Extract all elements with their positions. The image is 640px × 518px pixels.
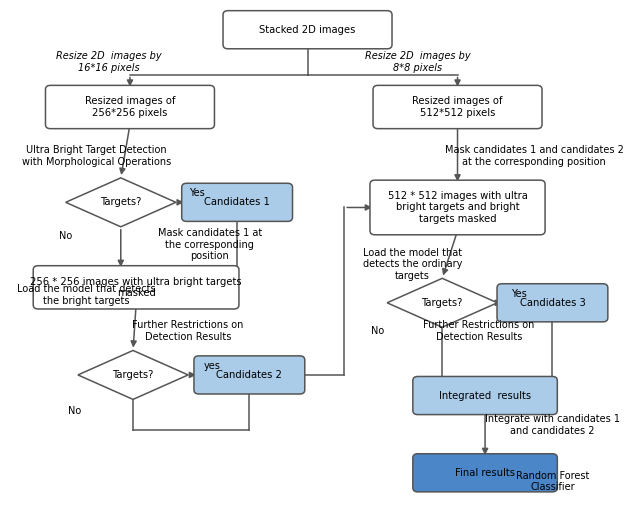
Text: yes: yes	[204, 362, 220, 371]
Text: No: No	[58, 231, 72, 241]
Text: Targets?: Targets?	[100, 197, 141, 207]
Text: Resize 2D  images by
8*8 pixels: Resize 2D images by 8*8 pixels	[365, 51, 470, 73]
Text: No: No	[68, 406, 81, 416]
FancyBboxPatch shape	[373, 85, 542, 128]
Text: Stacked 2D images: Stacked 2D images	[259, 25, 356, 35]
FancyBboxPatch shape	[45, 85, 214, 128]
Text: Ultra Bright Target Detection
with Morphological Operations: Ultra Bright Target Detection with Morph…	[22, 145, 171, 167]
Text: 512 * 512 images with ultra
bright targets and bright
targets masked: 512 * 512 images with ultra bright targe…	[388, 191, 527, 224]
Text: Yes: Yes	[511, 289, 527, 299]
Text: Mask candidates 1 and candidates 2
at the corresponding position: Mask candidates 1 and candidates 2 at th…	[445, 145, 623, 167]
Text: Candidates 3: Candidates 3	[520, 298, 586, 308]
Text: No: No	[371, 326, 384, 336]
Text: Resized images of
512*512 pixels: Resized images of 512*512 pixels	[412, 96, 503, 118]
Text: Candidates 2: Candidates 2	[216, 370, 282, 380]
Text: Targets?: Targets?	[422, 298, 463, 308]
Polygon shape	[387, 278, 497, 327]
FancyBboxPatch shape	[182, 183, 292, 221]
FancyBboxPatch shape	[33, 266, 239, 309]
Text: Candidates 1: Candidates 1	[204, 197, 270, 207]
FancyBboxPatch shape	[370, 180, 545, 235]
Polygon shape	[78, 351, 188, 399]
Text: Mask candidates 1 at
the corresponding
position: Mask candidates 1 at the corresponding p…	[157, 228, 262, 261]
FancyBboxPatch shape	[413, 377, 557, 414]
Text: Resized images of
256*256 pixels: Resized images of 256*256 pixels	[84, 96, 175, 118]
Text: Final results: Final results	[455, 468, 515, 478]
Text: Load the model that
detects the ordinary
targets: Load the model that detects the ordinary…	[363, 248, 462, 281]
Text: 256 * 256 images with ultra bright targets
masked: 256 * 256 images with ultra bright targe…	[30, 277, 242, 298]
Text: Yes: Yes	[189, 188, 205, 198]
Text: Further Restrictions on
Detection Results: Further Restrictions on Detection Result…	[423, 320, 534, 342]
Text: Random Forest
Classifier: Random Forest Classifier	[516, 471, 589, 493]
FancyBboxPatch shape	[223, 11, 392, 49]
FancyBboxPatch shape	[194, 356, 305, 394]
Text: Resize 2D  images by
16*16 pixels: Resize 2D images by 16*16 pixels	[56, 51, 161, 73]
Polygon shape	[66, 178, 176, 227]
FancyBboxPatch shape	[413, 454, 557, 492]
Text: Load the model that detects
the bright targets: Load the model that detects the bright t…	[17, 284, 156, 306]
Text: Further Restrictions on
Detection Results: Further Restrictions on Detection Result…	[132, 320, 244, 342]
Text: Integrate with candidates 1
and candidates 2: Integrate with candidates 1 and candidat…	[485, 414, 620, 436]
Text: Targets?: Targets?	[113, 370, 154, 380]
FancyBboxPatch shape	[497, 284, 608, 322]
Text: Integrated  results: Integrated results	[439, 391, 531, 400]
